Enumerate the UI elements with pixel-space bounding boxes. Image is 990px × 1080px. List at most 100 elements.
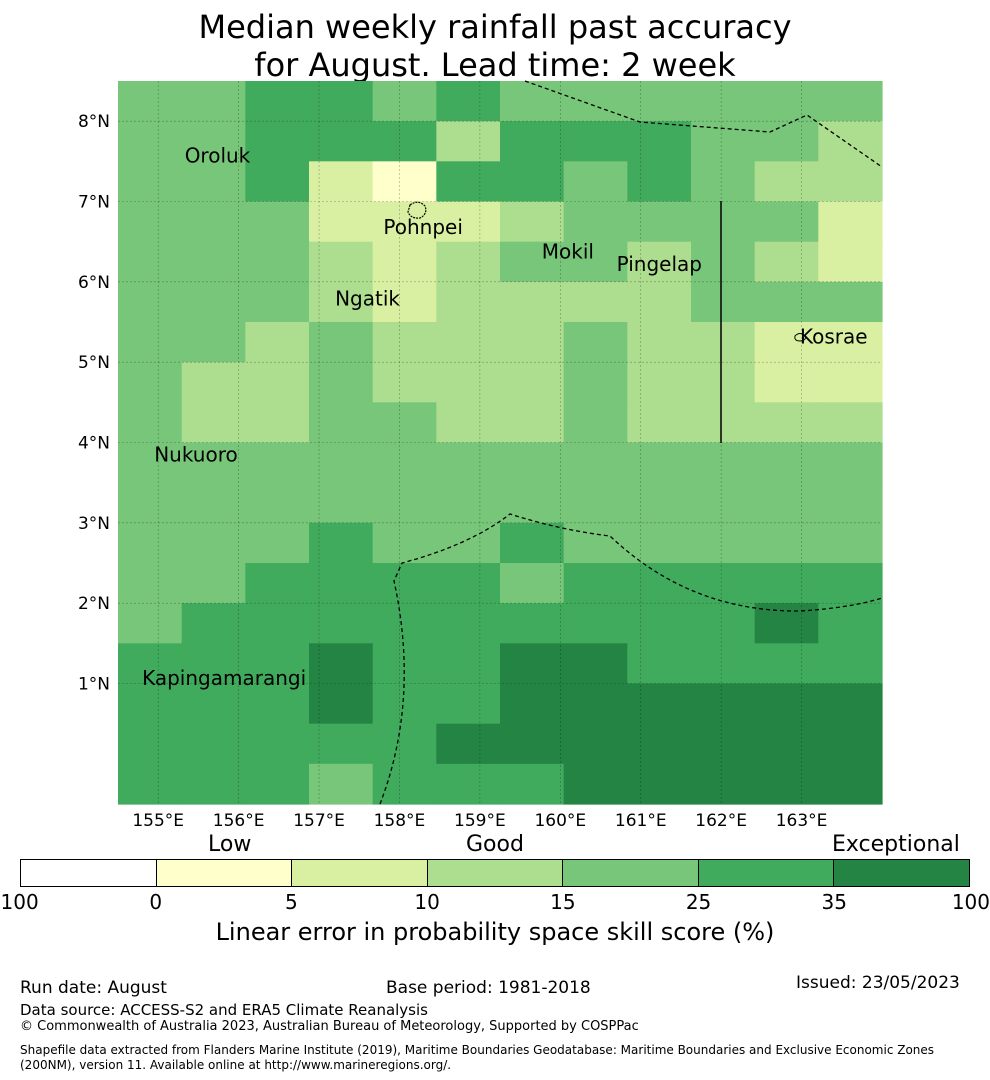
grid-cell <box>181 81 246 122</box>
grid-cell <box>691 482 756 524</box>
grid-cell <box>309 442 374 484</box>
grid-cell <box>372 763 437 805</box>
grid-cell <box>691 442 756 484</box>
grid-cell <box>372 241 437 283</box>
grid-cell <box>627 322 692 363</box>
grid-cell <box>754 281 819 323</box>
grid-cell <box>118 603 183 644</box>
grid-cell <box>818 763 883 805</box>
grid-cell <box>691 362 756 403</box>
grid-cell <box>754 482 819 524</box>
grid-cell <box>691 683 756 725</box>
longitude-tick-label: 159°E <box>454 811 506 830</box>
longitude-tick-label: 163°E <box>776 811 828 830</box>
grid-cell <box>627 281 692 323</box>
grid-cell <box>436 241 501 283</box>
longitude-tick-label: 162°E <box>695 811 747 830</box>
latitude-tick-label: 8°N <box>78 112 110 132</box>
grid-cell <box>372 522 437 564</box>
grid-cell <box>818 563 883 604</box>
grid-cell <box>627 362 692 403</box>
grid-cell <box>818 723 883 765</box>
colorbar-segment <box>563 860 699 886</box>
grid-cell <box>436 723 501 765</box>
grid-cell <box>754 723 819 765</box>
grid-cell <box>118 482 183 524</box>
grid-cell <box>245 241 310 283</box>
grid-cell <box>436 362 501 403</box>
grid-cell <box>436 563 501 604</box>
grid-cell <box>818 442 883 484</box>
grid-cell <box>309 201 374 243</box>
grid-cell <box>181 763 246 805</box>
grid-cell <box>627 161 692 203</box>
grid-cell <box>181 241 246 283</box>
grid-cell <box>436 322 501 363</box>
grid-cell <box>691 723 756 765</box>
pohnpei-island-outline <box>407 201 427 219</box>
latitude-tick-label: 2°N <box>78 594 110 614</box>
colorbar-label-exceptional: Exceptional <box>832 832 960 857</box>
grid-cell <box>627 603 692 644</box>
grid-cell <box>691 763 756 805</box>
skill-grid-cells <box>118 81 883 805</box>
grid-cell <box>436 522 501 564</box>
grid-cell <box>118 763 183 805</box>
colorbar-label-low: Low <box>208 832 252 857</box>
latitude-tick-label: 5°N <box>78 353 110 373</box>
grid-cell <box>309 322 374 363</box>
grid-cell <box>691 643 756 685</box>
grid-cell <box>818 121 883 162</box>
grid-cell <box>372 683 437 725</box>
grid-cell <box>118 522 183 564</box>
graticule-lines <box>118 81 882 804</box>
grid-cell <box>436 603 501 644</box>
grid-cell <box>500 121 565 162</box>
grid-cell <box>691 81 756 122</box>
grid-cell <box>563 241 628 283</box>
grid-cell <box>500 522 565 564</box>
colorbar-tick-label: 100 <box>951 890 990 914</box>
grid-cell <box>818 402 883 444</box>
grid-cell <box>309 402 374 444</box>
grid-cell <box>309 121 374 162</box>
grid-cell <box>436 81 501 122</box>
grid-cell <box>245 81 310 122</box>
grid-cell <box>691 563 756 604</box>
grid-cell <box>818 81 883 122</box>
grid-cell <box>118 563 183 604</box>
colorbar-tick-label: 15 <box>550 890 576 914</box>
grid-cell <box>309 603 374 644</box>
eez-boundary-south-west <box>379 513 883 805</box>
grid-cell <box>245 402 310 444</box>
place-label-nukuoro: Nukuoro <box>154 443 238 467</box>
grid-cell <box>436 763 501 805</box>
grid-cell <box>818 362 883 403</box>
grid-cell <box>563 402 628 444</box>
colorbar-segment <box>427 860 564 886</box>
grid-cell <box>818 241 883 283</box>
grid-cell <box>627 522 692 564</box>
grid-cell <box>245 603 310 644</box>
grid-cell <box>118 241 183 283</box>
grid-cell <box>181 201 246 243</box>
grid-cell <box>181 161 246 203</box>
grid-cell <box>563 362 628 403</box>
colorbar-segment <box>698 860 835 886</box>
grid-cell <box>563 121 628 162</box>
colorbar-tick-label: 35 <box>821 890 848 914</box>
eez-boundaries <box>379 80 883 805</box>
grid-cell <box>627 81 692 122</box>
grid-cell <box>627 442 692 484</box>
grid-cell <box>372 402 437 444</box>
grid-cell <box>563 482 628 524</box>
colorbar-segment <box>21 860 157 886</box>
grid-cell <box>309 482 374 524</box>
grid-cell <box>372 81 437 122</box>
issued-date: Issued: 23/05/2023 <box>796 973 960 993</box>
place-label-pohnpei: Pohnpei <box>383 215 463 239</box>
grid-cell <box>436 281 501 323</box>
grid-cell <box>818 643 883 685</box>
grid-cell <box>627 482 692 524</box>
longitude-tick-label: 157°E <box>293 811 345 830</box>
